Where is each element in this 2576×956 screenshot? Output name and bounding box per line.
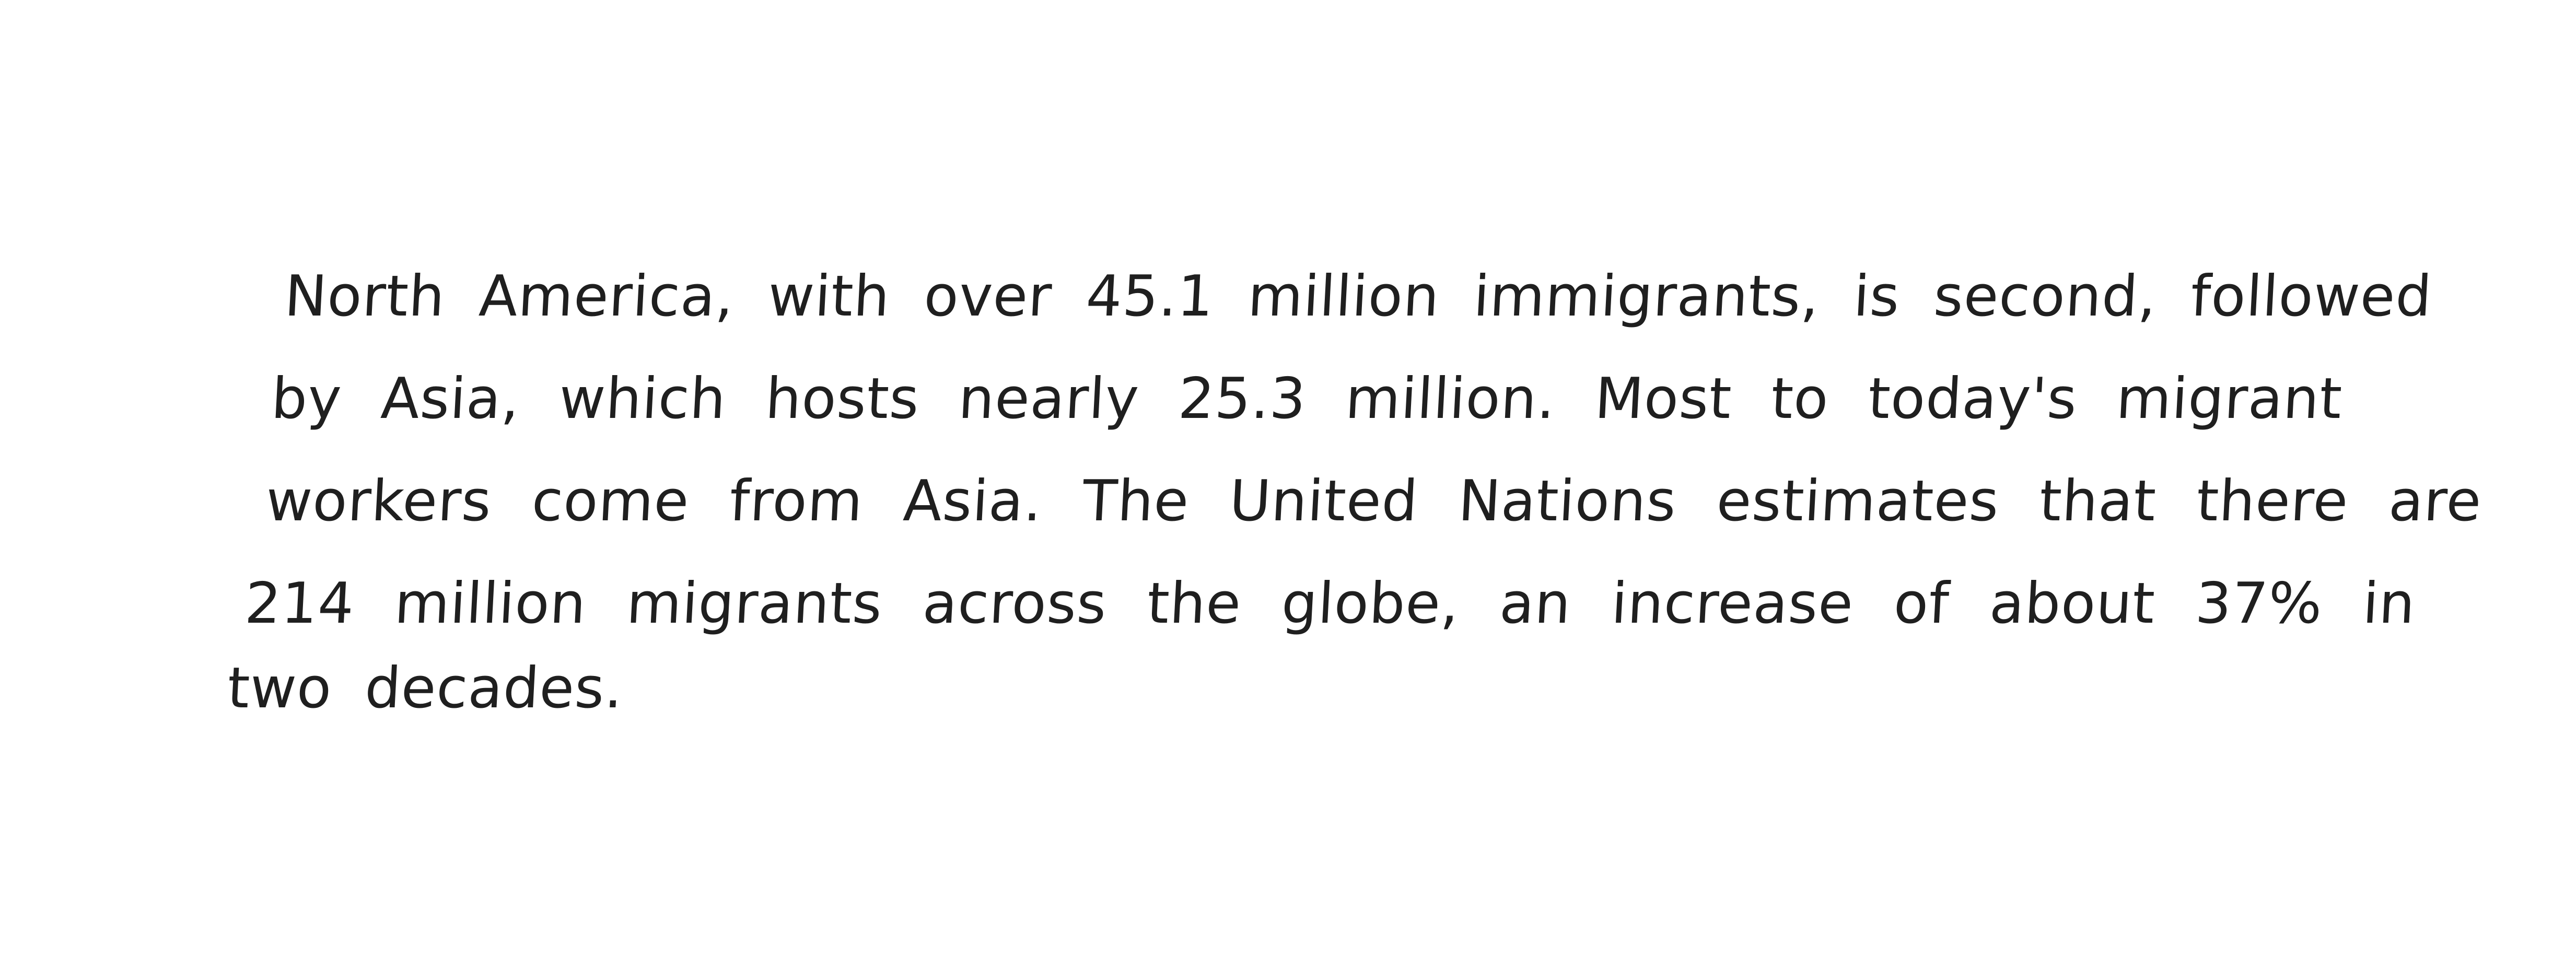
handwritten-paragraph: North America, with over 45.1 million im… bbox=[219, 246, 2492, 740]
text-line-1: North America, with over 45.1 million im… bbox=[283, 264, 2434, 329]
text-line-3: workers come from Asia. The United Natio… bbox=[264, 469, 2484, 534]
text-line-2: by Asia, which hosts nearly 25.3 million… bbox=[270, 366, 2344, 432]
